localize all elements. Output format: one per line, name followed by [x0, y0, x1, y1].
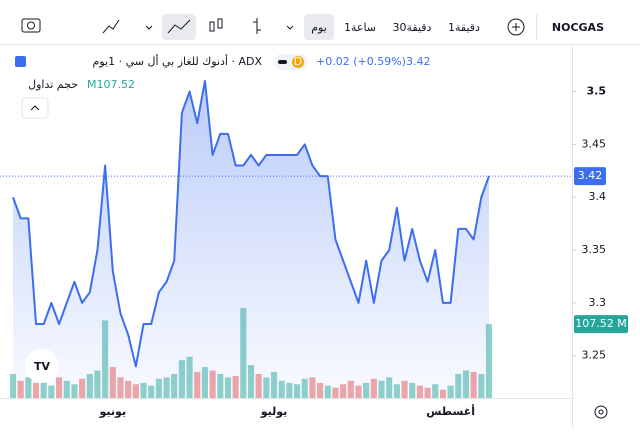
symbol[interactable]: NOCGAS — [552, 21, 604, 34]
svg-text:TV: TV — [34, 360, 51, 373]
last-price-box — [574, 167, 606, 186]
x-tick-label: أغسطس — [426, 404, 475, 418]
x-tick-label: يونيو — [99, 405, 127, 418]
interval[interactable]: 1ساعة — [344, 21, 376, 34]
last-price-label: 3.42 — [578, 169, 603, 182]
badge-circle — [292, 56, 304, 68]
interval[interactable]: 1دقيقة — [448, 21, 480, 34]
dropdown[interactable] — [286, 25, 294, 30]
indicators-icon[interactable] — [102, 19, 120, 34]
area-style-btn[interactable] — [162, 14, 196, 40]
y-tick-label: 3.3 — [589, 296, 607, 309]
collapse-btn[interactable] — [21, 97, 49, 119]
volume-legend-name: حجم تداول — [28, 78, 78, 91]
y-tick-label: 3.4 — [589, 190, 607, 203]
settings-icon[interactable] — [594, 405, 608, 419]
x-tick-label: يوليو — [260, 405, 288, 418]
legend-title: أدنوك للغاز بي أل سي · 1يوم · ADX — [93, 54, 263, 68]
y-tick-label: 3.25 — [582, 349, 607, 362]
candle-icon[interactable] — [209, 18, 223, 32]
price-line — [12, 79, 490, 368]
y-tick-label: 3.5 — [587, 85, 607, 98]
collapse-icon — [30, 105, 40, 111]
volume-legend-value: M107.52 — [87, 78, 135, 91]
add-icon[interactable] — [507, 18, 525, 36]
interval[interactable]: 30دقيقة — [393, 21, 432, 34]
area-icon — [167, 19, 191, 34]
dropdown[interactable] — [145, 25, 153, 30]
tv-logo: TV — [25, 349, 59, 383]
logo — [15, 56, 26, 67]
legend-last: 3.42 — [406, 55, 431, 68]
y-tick-label: 3.35 — [582, 243, 607, 256]
badge-dot — [278, 60, 287, 64]
camera-icon[interactable] — [21, 18, 41, 33]
legend-change: +0.02 (+0.59%) — [316, 55, 406, 68]
badge-label: D — [294, 55, 302, 68]
price-area — [13, 80, 489, 398]
last-volume-box — [574, 315, 628, 334]
plot: 3.25 3.3 3.35 3.4 3.45 3.5 3.42 107.52 M يونيو يو… — [0, 44, 628, 428]
interval[interactable]: يوم — [311, 21, 327, 34]
last-volume-label: 107.52 M — [575, 317, 626, 330]
y-tick-label: 3.45 — [582, 137, 607, 150]
interval-active[interactable] — [304, 14, 334, 40]
bar-icon[interactable] — [253, 18, 261, 34]
